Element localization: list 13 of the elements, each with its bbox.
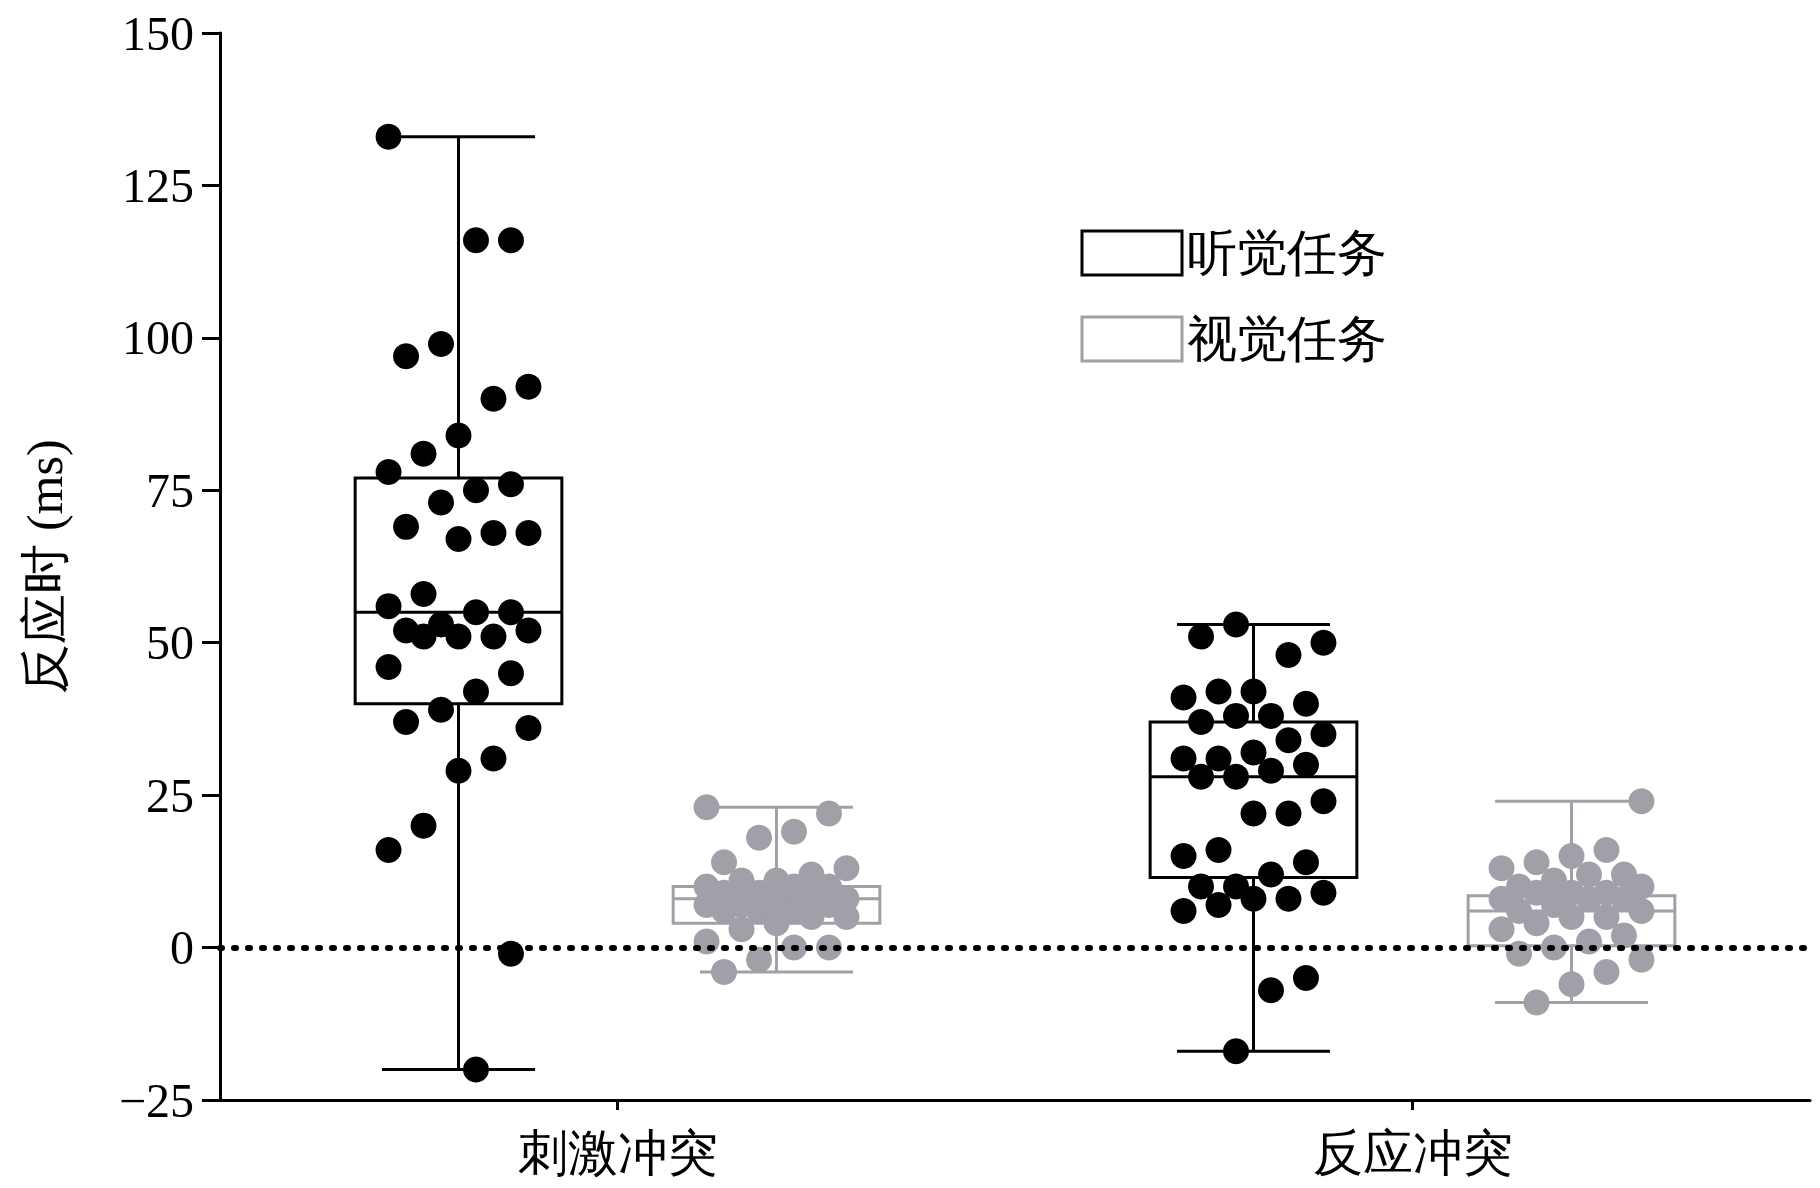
- y-tick-label: 25: [146, 768, 194, 822]
- y-tick-label: 150: [122, 6, 194, 60]
- y-tick-label: 125: [122, 158, 194, 212]
- y-tick-label: −25: [118, 1073, 194, 1127]
- x-tick-label: 反应冲突: [1312, 1125, 1513, 1181]
- x-tick-label: 刺激冲突: [517, 1125, 718, 1181]
- legend-label: 听觉任务: [1187, 225, 1387, 281]
- y-tick-label: 100: [122, 311, 194, 365]
- legend-label: 视觉任务: [1187, 311, 1387, 367]
- y-tick-label: 75: [146, 463, 194, 517]
- y-tick-label: 50: [146, 616, 194, 670]
- y-axis-title: 反应时 (ms): [17, 439, 73, 694]
- y-tick-label: 0: [170, 921, 194, 975]
